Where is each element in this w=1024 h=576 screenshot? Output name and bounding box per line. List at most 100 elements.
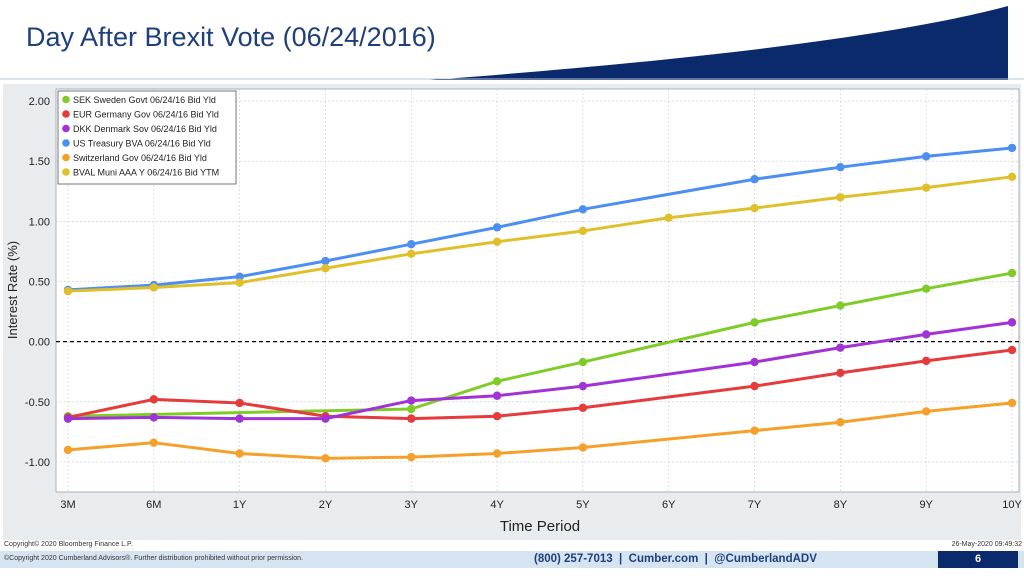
legend-label: BVAL Muni AAA Y 06/24/16 Bid YTM [73, 168, 219, 178]
data-point [1007, 268, 1017, 278]
series-line [66, 271, 1014, 418]
header-band [0, 6, 1024, 80]
data-point [235, 278, 244, 287]
data-point [407, 452, 416, 462]
chart: 2.001.501.000.500.00-0.50-1.00 3M 6M 1Y 2Y 3… [3, 84, 1022, 540]
footer-bar [0, 551, 1024, 568]
x-tick-label: 3M [60, 499, 75, 511]
y-tick-label: -1.00 [25, 457, 50, 469]
data-point [836, 343, 845, 352]
legend-label: Switzerland Gov 06/24/16 Bid Yld [73, 153, 207, 163]
y-axis-label: Interest Rate (%) [5, 241, 20, 339]
data-point [492, 223, 502, 232]
legend-label: DKK Denmark Sov 06/24/16 Bid Yld [73, 124, 217, 134]
legend-swatch [62, 153, 70, 162]
data-point [407, 249, 416, 259]
data-point [750, 203, 759, 213]
data-point [578, 226, 588, 236]
data-point [836, 193, 845, 202]
data-point [578, 443, 588, 452]
data-point [921, 284, 931, 293]
data-point [235, 272, 244, 281]
data-point [921, 356, 931, 366]
data-point [492, 237, 502, 246]
legend-swatch [62, 110, 70, 118]
data-point [149, 395, 159, 404]
series-2 [63, 318, 1017, 423]
legend-label: SEK Sweden Govt 06/24/16 Bid Yld [73, 95, 216, 105]
x-tick-label: 10Y [1002, 499, 1022, 511]
data-point [492, 377, 502, 386]
legend-swatch [62, 139, 70, 147]
data-point [664, 213, 673, 222]
series-line [66, 175, 1014, 293]
x-axis-label: Time Period [500, 518, 580, 535]
data-point [1007, 398, 1017, 408]
x-tick-label: 8Y [834, 499, 848, 511]
y-tick-label: 1.00 [29, 216, 50, 228]
data-point [578, 381, 588, 391]
data-point [63, 286, 73, 296]
data-point [235, 414, 244, 423]
data-point [578, 403, 588, 412]
x-tick-label: 6M [146, 499, 161, 511]
y-tick-label: 0.50 [29, 276, 50, 288]
data-point [149, 438, 159, 447]
header-swoosh [430, 6, 1008, 80]
slide-title: Day After Brexit Vote (06/24/2016) [26, 22, 436, 52]
data-point [750, 426, 759, 435]
legend: SEK Sweden Govt 06/24/16 Bid Yld EUR Germ… [57, 90, 237, 185]
data-point [578, 205, 588, 214]
data-point [235, 449, 244, 458]
data-point [578, 357, 588, 367]
x-tick-label: 9Y [919, 499, 933, 511]
contact-info: (800) 257-7013 | Cumber.com | @Cumberlan… [534, 553, 817, 565]
data-point [836, 162, 845, 172]
legend-swatch [62, 124, 70, 133]
y-axis-ticks: 2.00 1.50 1.00 0.50 0.00 -0.50 -1.00 [25, 96, 50, 469]
data-point [836, 301, 845, 310]
data-point [921, 330, 931, 339]
data-point [750, 381, 759, 391]
data-point [321, 264, 330, 273]
data-point [407, 404, 416, 414]
data-point [921, 183, 931, 192]
data-point [921, 407, 931, 416]
data-point [407, 396, 416, 405]
data-point [235, 398, 244, 408]
page-number: 6 [938, 551, 1018, 568]
data-point [1007, 318, 1017, 327]
y-tick-label: 0.00 [29, 337, 50, 349]
data-point [750, 318, 759, 327]
data-point [321, 256, 330, 266]
data-point [492, 412, 502, 421]
data-point [321, 454, 330, 463]
data-point [407, 414, 416, 423]
legend-swatch [62, 168, 70, 176]
bloomberg-copyright: Copyright© 2020 Bloomberg Finance L.P. [4, 541, 133, 548]
x-tick-label: 7Y [748, 499, 762, 511]
x-tick-label: 3Y [405, 499, 419, 511]
y-tick-label: -0.50 [25, 397, 50, 409]
data-point [836, 418, 845, 427]
data-point [1007, 345, 1017, 355]
series-4 [63, 398, 1017, 463]
x-tick-label: 1Y [233, 499, 247, 511]
legend-label: US Treasury BVA 06/24/16 Bid Yld [73, 139, 211, 149]
data-point [921, 152, 931, 161]
data-point [836, 368, 845, 378]
cumberland-copyright: ©Copyright 2020 Cumberland Advisors®. Fu… [4, 555, 304, 562]
legend-swatch [62, 95, 70, 104]
data-point [750, 357, 759, 367]
y-tick-label: 1.50 [29, 156, 50, 168]
data-point [149, 413, 159, 422]
data-point [321, 414, 330, 423]
x-tick-label: 2Y [319, 499, 333, 511]
x-axis-ticks: 3M 6M 1Y 2Y 3Y 4Y 5Y 6Y 7Y 8Y 9Y 10Y [60, 499, 1022, 511]
data-point [492, 391, 502, 400]
legend-label: EUR Germany Gov 06/24/16 Bid Yld [73, 110, 219, 120]
x-tick-label: 6Y [662, 499, 676, 511]
data-point [492, 449, 502, 458]
series-0 [63, 268, 1017, 421]
data-point [149, 283, 159, 292]
